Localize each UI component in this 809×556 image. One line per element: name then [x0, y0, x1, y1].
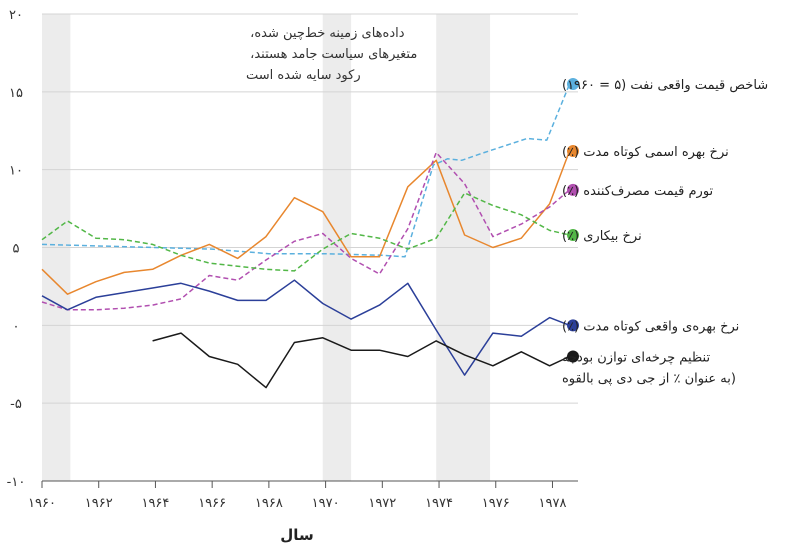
legend-label: (به عنوان ٪ از جی دی پی بالقوه [562, 371, 736, 386]
y-tick-label: ۲۰ [9, 8, 23, 23]
x-tick-label: ۱۹۷۸ [539, 496, 567, 511]
legend-marker [567, 229, 579, 242]
series-line [41, 151, 570, 311]
y-tick-label: -۵ [10, 397, 22, 412]
x-tick-label: ۱۹۶۰ [28, 496, 56, 511]
legend-marker [567, 183, 579, 196]
legend: شاخص قیمت واقعی نفت (۵ = ۱۹۶۰) نرخ بهره ا… [562, 78, 768, 386]
legend-label: تورم قیمت مصرف‌کننده (٪) [562, 184, 714, 199]
y-tick-label: -۱۰ [7, 475, 26, 490]
legend-label: نرخ بیکاری (٪) [562, 229, 642, 244]
x-tick-label: ۱۹۶۸ [255, 496, 283, 511]
legend-label: نرخ بهره اسمی کوتاه مدت (٪) [562, 145, 729, 160]
x-tick-label: ۱۹۷۰ [312, 496, 340, 511]
legend-label: نرخ بهره‌ی واقعی کوتاه مدت (٪) [562, 319, 739, 334]
series-line [41, 279, 570, 376]
legend-marker [567, 319, 579, 332]
x-tick-label: ۱۹۶۲ [85, 496, 113, 511]
y-tick-label: ۱۰ [9, 164, 23, 179]
y-axis-ticks: ۲۰ ۱۵ ۱۰ ۵ ۰ -۵ -۱۰ [7, 8, 26, 490]
x-axis-title: سال [280, 526, 313, 544]
x-axis-ticks: ۱۹۶۰ ۱۹۶۲ ۱۹۶۴ ۱۹۶۶ ۱۹۶۸ ۱۹۷۰ ۱۹۷۲ ۱۹۷۴ ۱۹۷۶ ۱۹۷۸ [28, 481, 566, 511]
chart-note-line-1: داده‌های زمینه خط‌چین شده، [250, 26, 405, 41]
series-line [152, 332, 570, 389]
series-line [41, 192, 570, 272]
gridlines [42, 13, 578, 404]
series-line [41, 150, 571, 295]
x-tick-label: ۱۹۷۲ [368, 496, 396, 511]
series-line [41, 83, 571, 258]
legend-marker [567, 144, 579, 157]
series-lines [41, 83, 571, 389]
chart-note-line-2: متغیرهای سیاست جامد هستند، [250, 47, 417, 62]
y-tick-label: ۱۵ [9, 86, 23, 101]
x-tick-label: ۱۹۶۴ [141, 496, 169, 511]
y-tick-label: ۰ [13, 319, 20, 334]
legend-label: تنظیم چرخه‌ای توازن بودجه [562, 350, 710, 365]
legend-marker [567, 350, 579, 363]
x-tick-label: ۱۹۶۶ [198, 496, 226, 511]
legend-label: شاخص قیمت واقعی نفت (۵ = ۱۹۶۰) [562, 78, 768, 93]
legend-marker [567, 78, 579, 91]
x-tick-label: ۱۹۷۴ [425, 496, 453, 511]
chart-note-line-3: رکود سایه شده است [246, 68, 361, 83]
y-tick-label: ۵ [13, 242, 20, 257]
chart-note: داده‌های زمینه خط‌چین شده، متغیرهای سیاس… [246, 26, 417, 83]
x-tick-label: ۱۹۷۶ [482, 496, 510, 511]
